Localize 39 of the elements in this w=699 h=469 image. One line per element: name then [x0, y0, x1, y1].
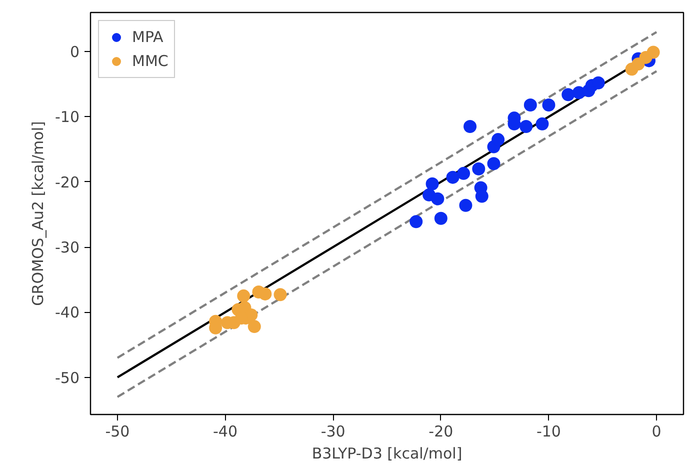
y-tick-label: -50: [55, 368, 80, 387]
point: [248, 320, 261, 334]
x-tick-label: -30: [320, 422, 346, 440]
point: [258, 287, 272, 300]
point: [475, 190, 488, 203]
point: [410, 215, 423, 228]
y-tick-label: -30: [55, 238, 80, 257]
x-tick-label: 0: [652, 422, 662, 440]
point: [459, 198, 472, 212]
point: [492, 133, 505, 146]
legend-label: MPA: [132, 28, 164, 46]
point: [434, 212, 448, 225]
point: [646, 46, 660, 59]
point: [592, 76, 605, 90]
point: [562, 88, 575, 102]
point: [431, 192, 444, 206]
point: [487, 157, 500, 170]
point: [524, 98, 537, 112]
point: [472, 162, 486, 176]
x-axis-title: B3LYP-D3 [kcal/mol]: [312, 444, 462, 462]
point: [237, 289, 250, 302]
y-tick-label: -20: [55, 173, 80, 192]
legend-label: MMC: [132, 52, 168, 70]
point: [542, 98, 556, 112]
point: [457, 166, 470, 180]
point: [274, 288, 287, 302]
y-tick-label: -10: [55, 108, 80, 126]
point: [426, 177, 439, 190]
x-tick-label: -20: [428, 422, 454, 440]
y-axis-title: GROMOS_Au2 [kcal/mol]: [29, 121, 47, 306]
y-tick-label: 0: [70, 43, 80, 62]
point: [446, 170, 460, 184]
x-tick-label: -40: [213, 422, 238, 440]
y-tick-label: -40: [55, 304, 80, 322]
point: [464, 120, 477, 134]
x-tick-label: -10: [536, 422, 561, 440]
point: [536, 117, 549, 130]
point: [520, 120, 533, 134]
x-tick-label: -50: [105, 422, 130, 440]
